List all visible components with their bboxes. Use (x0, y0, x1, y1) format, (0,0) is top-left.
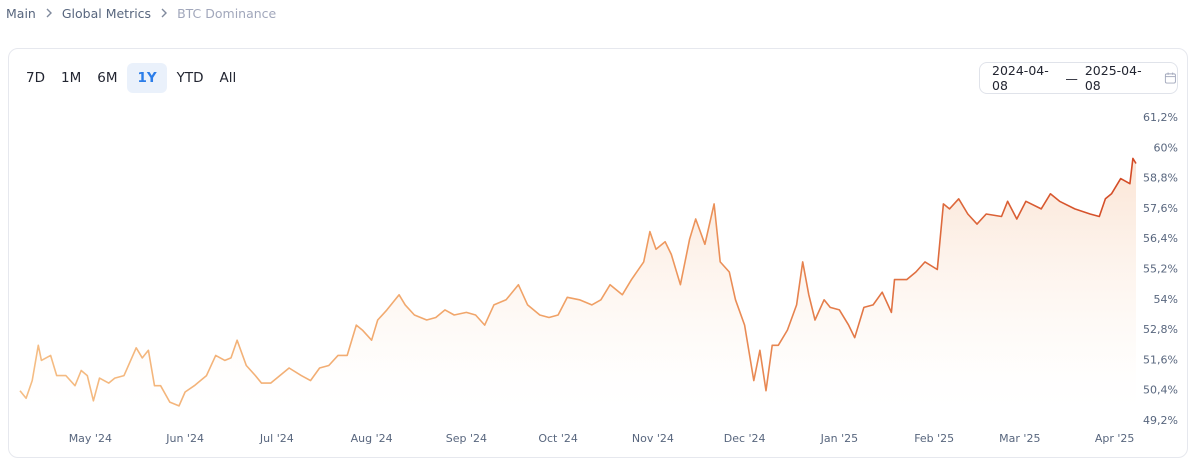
crumb[interactable]: Global Metrics (61, 5, 152, 21)
calendar-icon (1165, 72, 1177, 84)
range-tab[interactable]: 1M (60, 70, 82, 86)
x-tick-label: Aug '24 (351, 432, 393, 445)
x-tick-label: Feb '25 (914, 432, 954, 445)
y-tick-label: 54% (1154, 293, 1178, 306)
y-tick-label: 58,8% (1143, 172, 1178, 185)
y-tick-label: 51,6% (1143, 353, 1178, 366)
y-tick-label: 57,6% (1143, 202, 1178, 215)
date-range-picker[interactable]: 2024-04-08 — 2025-04-08 (979, 62, 1178, 94)
x-tick-label: May '24 (69, 432, 112, 445)
range-tab[interactable]: 7D (26, 70, 45, 86)
area-fill (20, 158, 1136, 421)
range-tab[interactable]: All (219, 70, 237, 86)
crumb: BTC Dominance (177, 5, 277, 21)
range-tabs: 7D 1M 6M 1Y YTD All (20, 63, 242, 93)
range-tab[interactable]: YTD (176, 70, 204, 86)
y-tick-label: 55,2% (1143, 263, 1178, 276)
x-tick-label: Jul '24 (259, 432, 294, 445)
y-tick-label: 50,4% (1143, 384, 1178, 397)
line (19, 157, 1137, 407)
chevron (161, 8, 168, 18)
breadcrumb: Main Global Metrics BTC Dominance (6, 4, 276, 22)
x-tick-label: Apr '25 (1095, 432, 1135, 445)
y-tick-label: 61,2% (1143, 111, 1178, 124)
y-tick-label: 56,4% (1143, 232, 1178, 245)
chart-card (8, 48, 1188, 458)
x-tick-label: Nov '24 (632, 432, 674, 445)
date-end: 2025-04-08 (1084, 63, 1142, 93)
range-tab[interactable]: 1Y (127, 63, 167, 93)
range-tab[interactable]: 6M (97, 70, 118, 86)
chevron (46, 8, 52, 18)
x-tick-label: Jun '24 (165, 432, 204, 445)
x-tick-label: Oct '24 (538, 432, 578, 445)
y-tick-label: 52,8% (1143, 323, 1178, 336)
date-start: 2024-04-08 (992, 63, 1049, 93)
x-tick-label: Mar '25 (999, 432, 1040, 445)
x-tick-label: Sep '24 (446, 432, 487, 445)
y-tick-label: 49,2% (1143, 414, 1178, 427)
crumb[interactable]: Main (6, 5, 36, 21)
x-tick-label: Dec '24 (724, 432, 766, 445)
date-separator: — (1065, 70, 1078, 86)
x-tick-label: Jan '25 (820, 432, 858, 445)
y-tick-label: 60% (1154, 141, 1178, 154)
